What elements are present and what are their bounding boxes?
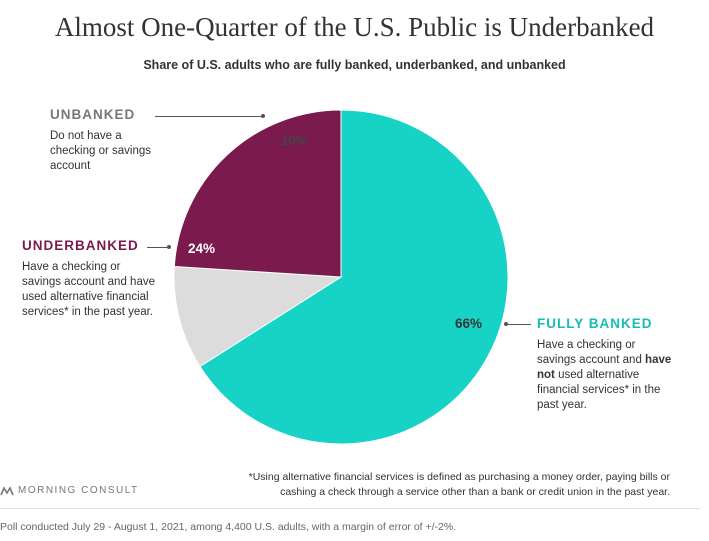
underbanked-leader-dot: [167, 245, 171, 249]
unbanked-leader-line: [155, 116, 263, 117]
chart-title: Almost One-Quarter of the U.S. Public is…: [54, 12, 655, 42]
fully-banked-heading: FULLY BANKED: [537, 316, 653, 331]
unbanked-heading: UNBANKED: [50, 107, 136, 122]
brand-logo: MORNING CONSULT: [0, 485, 139, 496]
pie-slice-underbanked: [173, 109, 342, 278]
brand-mark-icon: [0, 485, 14, 495]
unbanked-leader-dot: [261, 114, 265, 118]
divider: [0, 508, 700, 509]
footnote: *Using alternative financial services is…: [248, 471, 670, 498]
fully-banked-leader-line: [506, 324, 531, 325]
pie-slice-fully-banked: [199, 109, 509, 445]
source-note: Poll conducted July 29 - August 1, 2021,…: [0, 521, 457, 533]
fully-banked-leader-dot: [504, 322, 508, 326]
brand-name: MORNING CONSULT: [18, 485, 139, 496]
underbanked-description: Have a checking or savings account and h…: [22, 261, 155, 318]
underbanked-heading: UNDERBANKED: [22, 238, 139, 253]
unbanked-label: UNBANKED Do not have a checking or savin…: [50, 107, 200, 174]
underbanked-leader-line: [147, 247, 169, 248]
fully-banked-emphasis: have not: [537, 354, 672, 381]
fully-banked-description: Have a checking or savings account and h…: [537, 339, 672, 411]
fully-banked-label: FULLY BANKED Have a checking or savings …: [537, 316, 702, 413]
pie-slice-unbanked: [173, 265, 343, 368]
chart-subtitle: Share of U.S. adults who are fully banke…: [143, 58, 566, 72]
pie-chart: [173, 109, 509, 445]
unbanked-description: Do not have a checking or savings accoun…: [50, 130, 151, 172]
underbanked-label: UNDERBANKED Have a checking or savings a…: [22, 238, 182, 320]
underbanked-percent-label: 24%: [188, 241, 216, 256]
fully-banked-percent-label: 66%: [455, 316, 483, 331]
unbanked-percent-label: 10%: [281, 133, 309, 148]
